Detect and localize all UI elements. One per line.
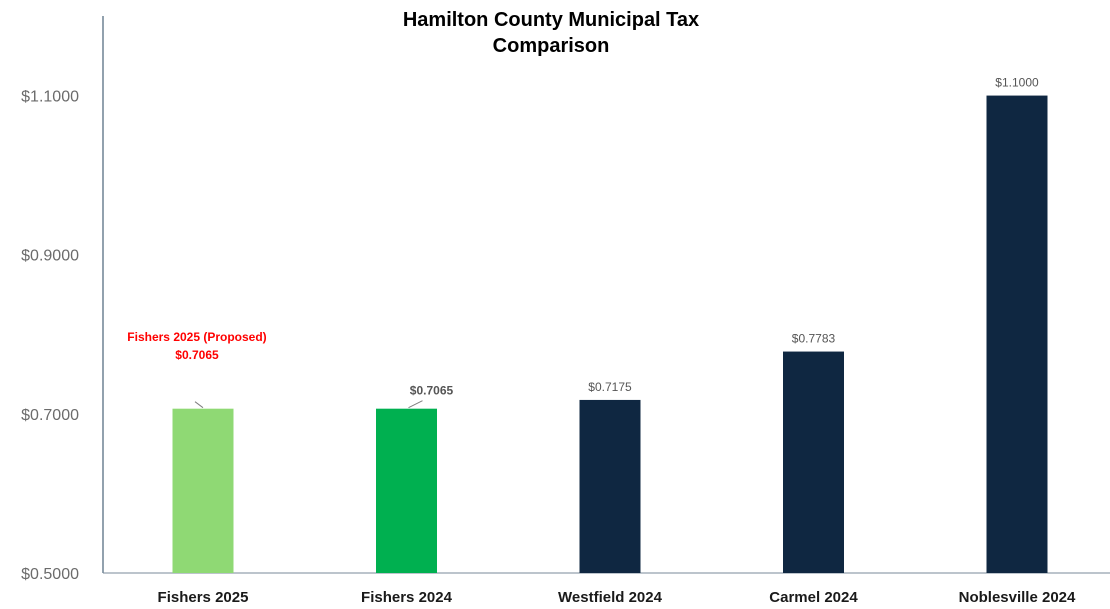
- x-tick-label: Westfield 2024: [558, 589, 663, 606]
- y-tick-label: $0.5000: [21, 566, 79, 583]
- data-label-leader-line: [408, 400, 423, 409]
- x-tick-label: Noblesville 2024: [959, 589, 1076, 606]
- bar: [172, 408, 234, 573]
- data-label: $1.1000: [995, 76, 1039, 90]
- bar: [783, 351, 844, 573]
- data-label: $0.7783: [792, 332, 836, 346]
- chart-title-line: Hamilton County Municipal Tax: [403, 9, 699, 31]
- callout-label: $0.7065: [175, 348, 219, 362]
- data-label: $0.7175: [588, 380, 632, 394]
- data-label: $0.7065: [410, 384, 454, 398]
- bar: [986, 95, 1048, 574]
- chart-title-line: Comparison: [493, 35, 610, 57]
- bar: [376, 408, 437, 573]
- callout-leader-line: [194, 401, 204, 409]
- x-tick-label: Fishers 2025: [158, 589, 249, 606]
- y-tick-label: $0.9000: [21, 248, 79, 265]
- x-tick-label: Carmel 2024: [769, 589, 858, 606]
- y-tick-label: $1.1000: [21, 89, 79, 106]
- bar: [579, 399, 641, 573]
- x-tick-label: Fishers 2024: [361, 589, 453, 606]
- y-tick-label: $0.7000: [21, 407, 79, 424]
- callout-label: Fishers 2025 (Proposed): [127, 330, 266, 344]
